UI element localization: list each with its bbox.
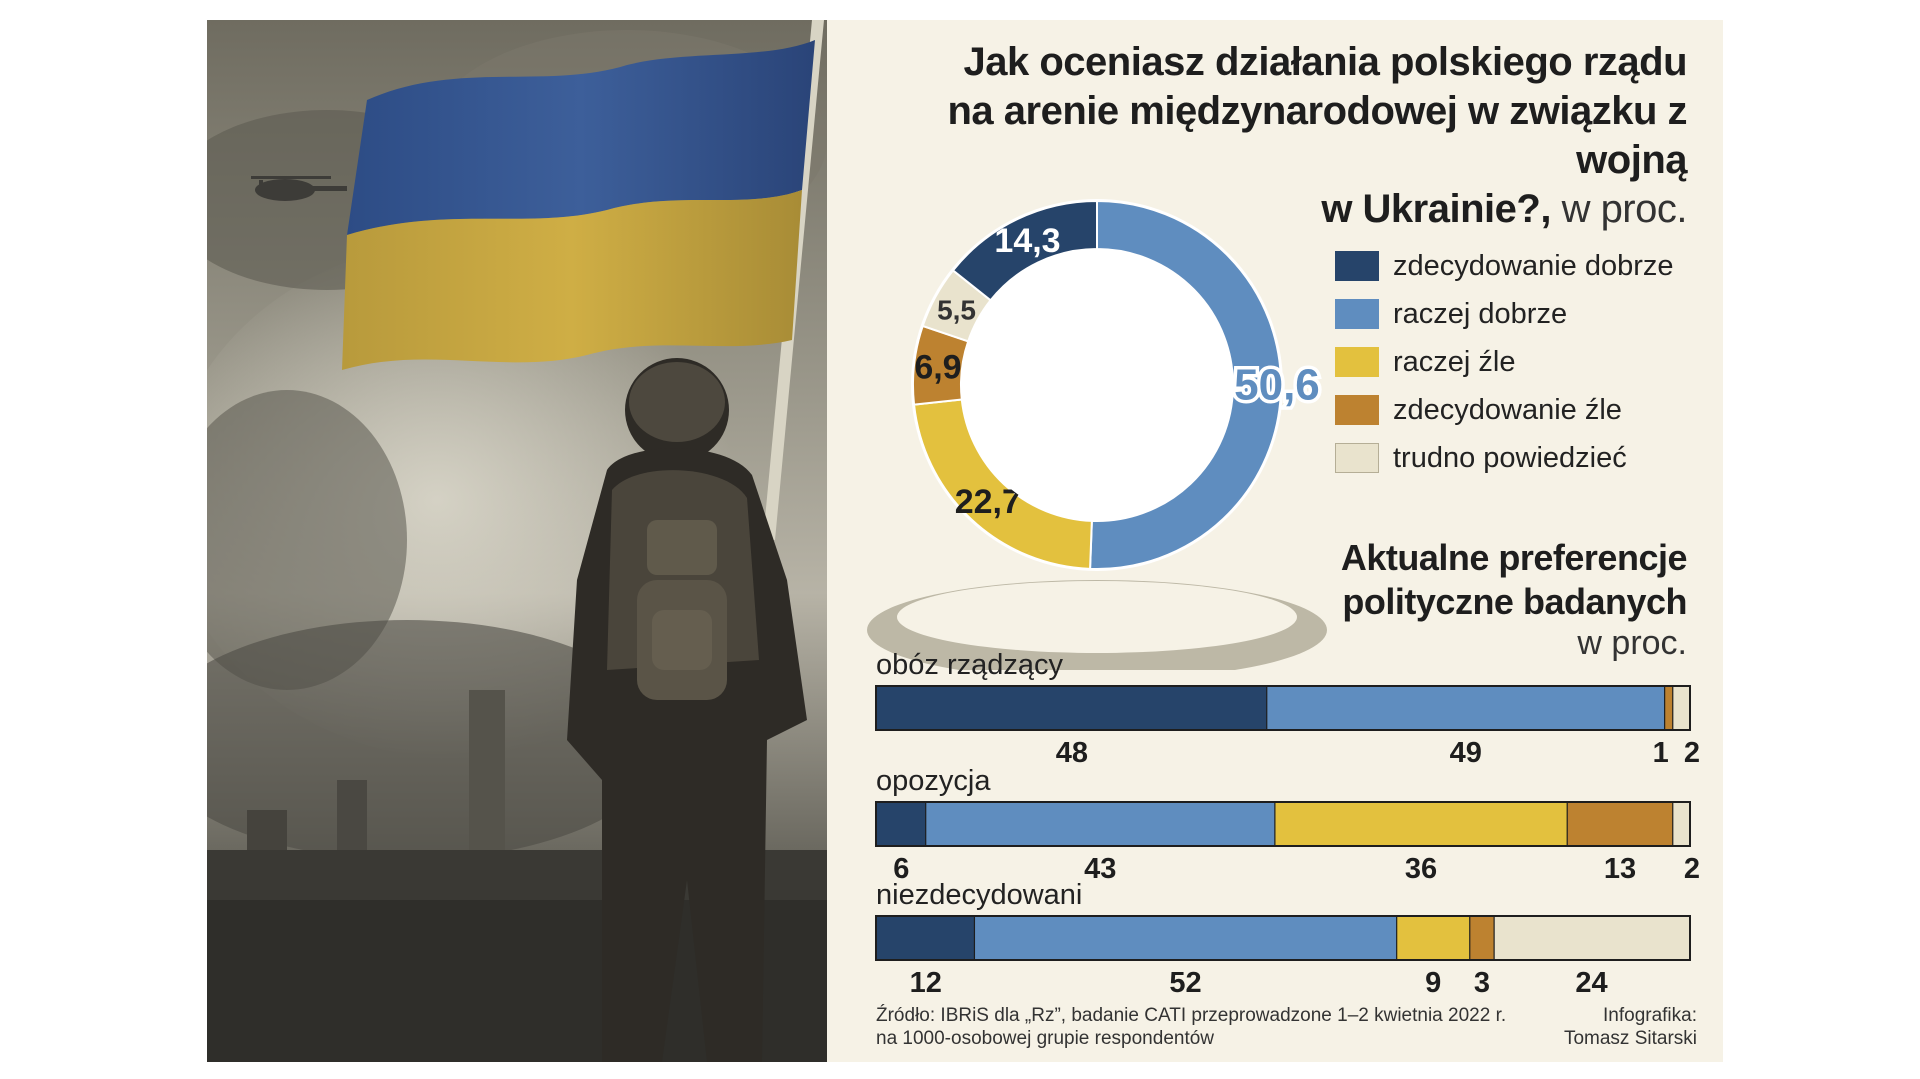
bar-value-label: 24 xyxy=(1575,967,1607,999)
bar-segment xyxy=(877,917,975,959)
bar-segment xyxy=(1672,803,1689,845)
chart-legend: zdecydowanie dobrze raczej dobrze raczej ź… xyxy=(1335,242,1674,482)
credit-line-1: Infografika: xyxy=(1603,1005,1697,1026)
legend-item: zdecydowanie źle xyxy=(1335,386,1674,434)
bar-value-label: 52 xyxy=(1169,967,1201,999)
bar-group-label: niezdecydowani xyxy=(876,879,1083,911)
bar-value-label: 12 xyxy=(910,967,942,999)
bar-segment xyxy=(1274,803,1568,845)
legend-item: zdecydowanie dobrze xyxy=(1335,242,1674,290)
source-line-2: na 1000-osobowej grupie respondentów xyxy=(876,1028,1215,1049)
bar-segment xyxy=(1494,917,1689,959)
chart-title: Jak oceniasz działania polskiego rządu n… xyxy=(867,38,1688,234)
bar-value-label: 2 xyxy=(1684,853,1700,885)
legend-item: trudno powiedzieć xyxy=(1335,434,1674,482)
bar-segment xyxy=(974,917,1397,959)
donut-value-label-2: 22,7 xyxy=(955,483,1021,521)
donut-value-label-3: 6,9 xyxy=(914,348,961,386)
bar-value-label: 1 xyxy=(1653,737,1669,769)
bar-value-label: 2 xyxy=(1684,737,1700,769)
donut-value-label-0: 14,3 xyxy=(994,222,1060,260)
donut-chart: 50,6 22,7 6,9 5,5 14,3 xyxy=(867,199,1327,670)
bar-value-label: 49 xyxy=(1450,737,1482,769)
legend-item: raczej źle xyxy=(1335,338,1674,386)
bar-value-label: 9 xyxy=(1425,967,1441,999)
title-unit: w proc. xyxy=(1561,187,1688,231)
title-line-2: na arenie międzynarodowej w związku z wo… xyxy=(947,89,1688,182)
bar-segment xyxy=(877,687,1267,729)
title-line-1: Jak oceniasz działania polskiego rządu xyxy=(963,40,1688,84)
source-line-1: Źródło: IBRiS dla „Rz”, badanie CATI prz… xyxy=(876,1005,1507,1026)
bar-segment xyxy=(1672,687,1689,729)
donut-shadow-inner xyxy=(897,581,1297,653)
stacked-bar: 48 49 1 2 xyxy=(875,685,1700,769)
donut-hole xyxy=(962,250,1232,520)
stacked-bar: 12 52 9 3 24 xyxy=(875,915,1691,999)
legend-label: zdecydowanie dobrze xyxy=(1393,249,1674,282)
bar-group-label: obóz rządzący xyxy=(876,649,1063,681)
bar-segment xyxy=(1266,687,1665,729)
bar-segment xyxy=(1469,917,1495,959)
donut-value-label-4: 5,5 xyxy=(937,294,976,325)
preferences-title-line-2: polityczne badanych xyxy=(1342,581,1687,622)
bar-value-label: 36 xyxy=(1405,853,1437,885)
bar-value-label: 3 xyxy=(1474,967,1490,999)
preferences-unit: w proc. xyxy=(1577,624,1687,662)
donut-slice-1 xyxy=(1089,199,1282,570)
bar-group: niezdecydowani 12 52 9 3 24 xyxy=(875,878,1691,999)
bar-segment xyxy=(1396,917,1470,959)
legend-swatch xyxy=(1335,299,1379,329)
bar-segment xyxy=(877,803,926,845)
legend-label: zdecydowanie źle xyxy=(1393,393,1622,426)
credit-line-2: Tomasz Sitarski xyxy=(1563,1028,1697,1049)
bar-group: opozycja 6 43 36 13 2 xyxy=(875,764,1700,885)
title-line-3-text: w Ukrainie?, xyxy=(1321,187,1551,231)
bar-segment xyxy=(1567,803,1673,845)
bar-value-label: 13 xyxy=(1604,853,1636,885)
bar-segment xyxy=(925,803,1275,845)
donut-slice-0 xyxy=(951,199,1098,302)
preferences-title-line-1: Aktualne preferencje xyxy=(1340,537,1688,578)
legend-item: raczej dobrze xyxy=(1335,290,1674,338)
bar-group: obóz rządzący 48 49 1 2 xyxy=(875,648,1700,769)
bar-value-label: 48 xyxy=(1056,737,1088,769)
preferences-title: Aktualne preferencje polityczne badanych xyxy=(1187,536,1688,624)
bar-value-label: 43 xyxy=(1084,853,1116,885)
infographic-card: Jak oceniasz działania polskiego rządu n… xyxy=(207,20,1723,1062)
soldier-with-flag-illustration xyxy=(207,20,827,1062)
legend-label: raczej źle xyxy=(1393,345,1516,378)
bar-value-label: 6 xyxy=(893,853,909,885)
legend-swatch xyxy=(1335,443,1379,473)
legend-swatch xyxy=(1335,395,1379,425)
donut-value-label-1: 50,6 xyxy=(1234,360,1320,409)
legend-swatch xyxy=(1335,347,1379,377)
legend-swatch xyxy=(1335,251,1379,281)
bar-segment xyxy=(1664,687,1673,729)
title-line-3: w Ukrainie?, w proc. xyxy=(867,185,1687,234)
credit-note: Infografika: Tomasz Sitarski xyxy=(1564,1004,1697,1050)
source-note: Źródło: IBRiS dla „Rz”, badanie CATI prz… xyxy=(876,1004,1506,1050)
bar-group-label: opozycja xyxy=(876,765,991,797)
legend-label: raczej dobrze xyxy=(1393,297,1568,330)
legend-label: trudno powiedzieć xyxy=(1393,441,1627,474)
stacked-bar: 6 43 36 13 2 xyxy=(875,801,1700,885)
